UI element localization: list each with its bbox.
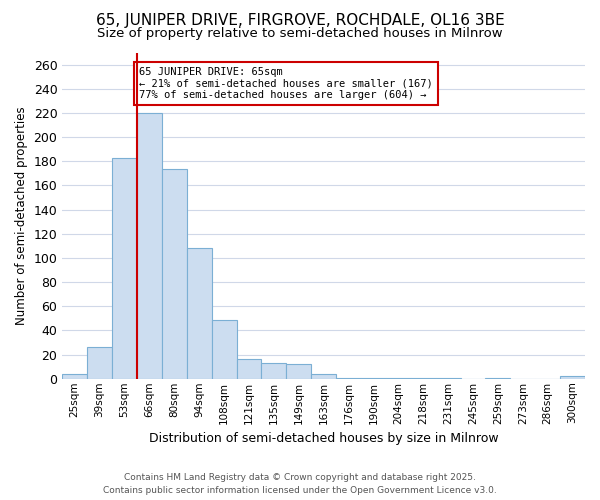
Bar: [162, 168, 187, 379]
Bar: [411, 378, 436, 379]
Bar: [112, 158, 137, 379]
Bar: [137, 113, 162, 379]
X-axis label: Distribution of semi-detached houses by size in Milnrow: Distribution of semi-detached houses by …: [149, 432, 499, 445]
Bar: [361, 378, 386, 379]
Text: 65 JUNIPER DRIVE: 65sqm
← 21% of semi-detached houses are smaller (167)
77% of s: 65 JUNIPER DRIVE: 65sqm ← 21% of semi-de…: [139, 67, 433, 100]
Bar: [236, 360, 262, 379]
Bar: [262, 363, 286, 379]
Bar: [311, 374, 336, 379]
Bar: [286, 364, 311, 379]
Text: Size of property relative to semi-detached houses in Milnrow: Size of property relative to semi-detach…: [97, 28, 503, 40]
Bar: [560, 376, 585, 379]
Text: Contains HM Land Registry data © Crown copyright and database right 2025.
Contai: Contains HM Land Registry data © Crown c…: [103, 473, 497, 495]
Y-axis label: Number of semi-detached properties: Number of semi-detached properties: [15, 106, 28, 325]
Bar: [336, 378, 361, 379]
Bar: [436, 378, 461, 379]
Bar: [485, 378, 511, 379]
Bar: [62, 374, 87, 379]
Bar: [87, 348, 112, 379]
Bar: [212, 320, 236, 379]
Bar: [187, 248, 212, 379]
Bar: [386, 378, 411, 379]
Text: 65, JUNIPER DRIVE, FIRGROVE, ROCHDALE, OL16 3BE: 65, JUNIPER DRIVE, FIRGROVE, ROCHDALE, O…: [95, 12, 505, 28]
